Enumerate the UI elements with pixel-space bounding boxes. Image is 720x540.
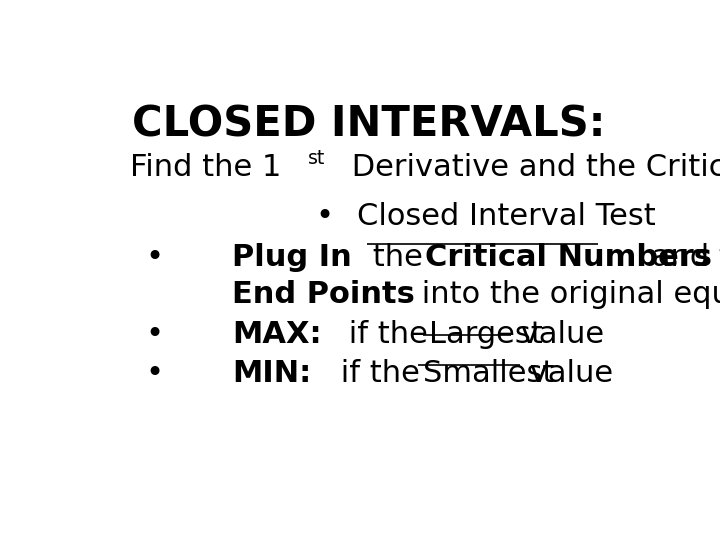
Text: Largest: Largest xyxy=(429,320,543,349)
Text: •: • xyxy=(145,320,184,349)
Text: if the: if the xyxy=(339,320,438,349)
Text: End Points: End Points xyxy=(232,280,415,309)
Text: value: value xyxy=(520,359,613,388)
Text: value: value xyxy=(511,320,604,349)
Text: and the: and the xyxy=(642,244,720,273)
Text: Critical Numbers: Critical Numbers xyxy=(425,244,712,273)
Text: •: • xyxy=(145,244,184,273)
Text: Derivative and the Critical Numbers: Derivative and the Critical Numbers xyxy=(343,153,720,183)
Text: Closed Interval Test: Closed Interval Test xyxy=(357,202,656,231)
Text: if the: if the xyxy=(331,359,430,388)
Text: the: the xyxy=(363,244,432,273)
Text: •: • xyxy=(145,359,184,388)
Text: Smallest: Smallest xyxy=(423,359,554,388)
Text: into the original equation: into the original equation xyxy=(412,280,720,309)
Text: MIN:: MIN: xyxy=(232,359,312,388)
Text: Plug In: Plug In xyxy=(232,244,352,273)
Text: Find the 1: Find the 1 xyxy=(130,153,282,183)
Text: st: st xyxy=(308,150,325,168)
Text: •: • xyxy=(316,202,354,231)
Text: MAX:: MAX: xyxy=(232,320,322,349)
Text: CLOSED INTERVALS:: CLOSED INTERVALS: xyxy=(132,103,606,145)
